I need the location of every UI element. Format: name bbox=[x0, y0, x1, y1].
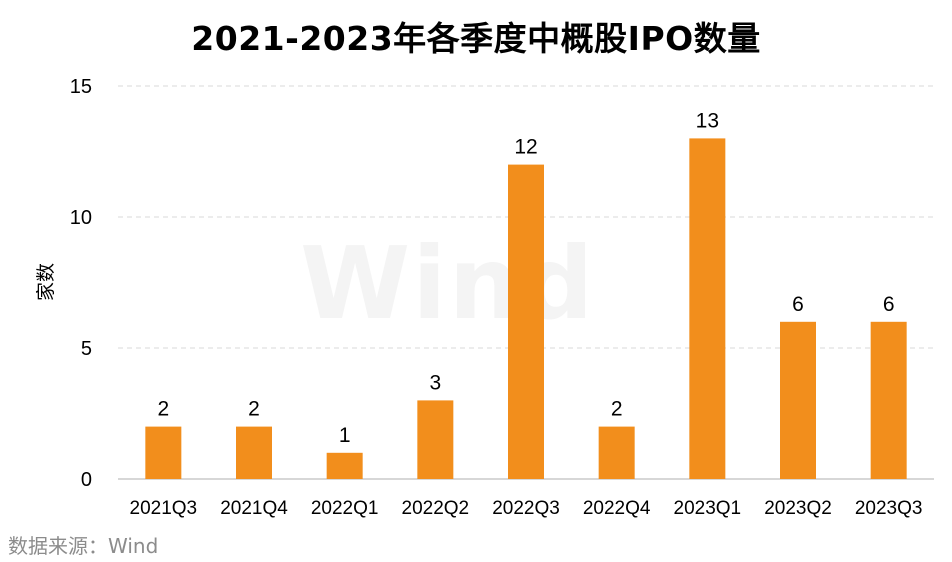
data-label: 2 bbox=[157, 398, 169, 421]
x-tick-label: 2022Q1 bbox=[311, 498, 379, 519]
x-tick-label: 2023Q3 bbox=[855, 498, 923, 519]
bar-2023Q1 bbox=[689, 138, 726, 479]
x-tick-label: 2022Q3 bbox=[492, 498, 560, 519]
data-label: 3 bbox=[429, 371, 441, 394]
watermark-logo: Wind bbox=[300, 225, 596, 342]
bar-2023Q2 bbox=[780, 321, 816, 479]
data-label: 2 bbox=[248, 398, 260, 421]
y-tick-label: 10 bbox=[70, 207, 92, 229]
data-label: 6 bbox=[792, 293, 804, 316]
bar-2023Q3 bbox=[870, 321, 907, 479]
x-tick-label: 2023Q2 bbox=[764, 498, 832, 519]
y-tick-label: 5 bbox=[81, 338, 92, 360]
x-tick-label: 2022Q4 bbox=[583, 498, 651, 519]
x-tick-label: 2023Q1 bbox=[674, 498, 742, 519]
data-source: 数据来源：Wind bbox=[8, 534, 159, 558]
bar-2022Q3 bbox=[508, 164, 544, 479]
data-label: 1 bbox=[339, 424, 351, 447]
data-label: 6 bbox=[883, 293, 895, 316]
bar-2021Q4 bbox=[236, 426, 272, 479]
data-label: 13 bbox=[696, 109, 719, 132]
data-label: 2 bbox=[611, 398, 623, 421]
y-tick-label: 15 bbox=[70, 76, 92, 98]
bar-2022Q1 bbox=[326, 452, 363, 479]
bar-2022Q4 bbox=[598, 426, 635, 479]
y-tick-label: 0 bbox=[81, 469, 92, 491]
chart-title: 2021-2023年各季度中概股IPO数量 bbox=[191, 19, 761, 58]
x-tick-label: 2022Q2 bbox=[402, 498, 470, 519]
bar-2022Q2 bbox=[417, 400, 454, 479]
y-axis-label: 家数 bbox=[35, 263, 57, 301]
x-tick-label: 2021Q3 bbox=[130, 498, 198, 519]
data-label: 12 bbox=[514, 136, 537, 159]
x-tick-label: 2021Q4 bbox=[220, 498, 288, 519]
bar-2021Q3 bbox=[145, 426, 182, 479]
